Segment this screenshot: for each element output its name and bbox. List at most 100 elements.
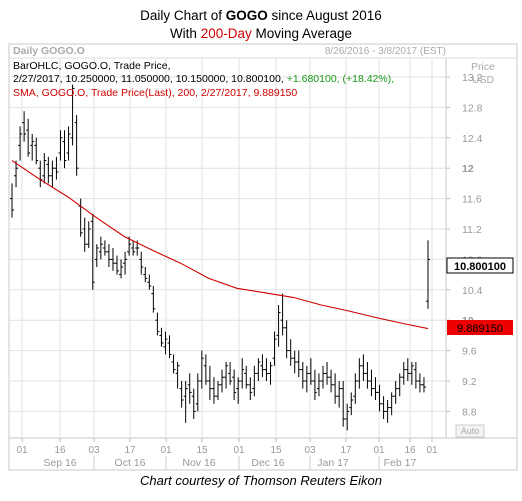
x-tick-label: 16: [54, 445, 66, 456]
x-tick-label: 01: [426, 445, 438, 456]
ohlc-bar: [187, 373, 192, 404]
ohlc-bar: [397, 373, 402, 397]
ohlc-bar: [268, 362, 273, 385]
ohlc-bar: [211, 377, 216, 404]
ohlc-bar: [365, 362, 370, 389]
ohlc-bar: [42, 153, 47, 184]
y-tick-label: 9.2: [462, 376, 477, 388]
y-tick-label: 9.6: [462, 346, 477, 358]
ohlc-bar: [361, 354, 366, 381]
ohlc-bar: [34, 137, 39, 165]
ohlc-bar: [349, 392, 354, 416]
ohlc-bar: [50, 160, 55, 188]
ohlc-legend-values: 2/27/2017, 10.250000, 11.050000, 10.1500…: [13, 73, 394, 85]
ohlc-bar: [191, 388, 196, 419]
ohlc-bar: [341, 381, 346, 427]
panel-frame: [8, 43, 518, 471]
ohlc-bar: [333, 373, 338, 404]
ohlc-bar: [264, 358, 269, 381]
ohlc-bar: [54, 156, 59, 180]
ohlc-bar: [357, 358, 362, 389]
y-tick-label: 11.6: [462, 194, 482, 206]
ohlc-bar: [353, 373, 358, 404]
last-price-tag: 10.800100: [446, 257, 514, 274]
ohlc-bar: [110, 248, 115, 271]
currency-label: USD: [472, 74, 495, 86]
ohlc-bar: [215, 381, 220, 400]
ohlc-bar: [131, 240, 136, 256]
x-tick-label: 17: [124, 445, 136, 456]
ohlc-bar: [272, 331, 277, 366]
ohlc-bar: [70, 84, 75, 146]
ohlc-bar: [373, 377, 378, 400]
ohlc-bar: [389, 392, 394, 416]
ohlc-bar: [393, 381, 398, 404]
footer-credit: Chart courtesy of Thomson Reuters Eikon: [140, 473, 382, 488]
ohlc-bar: [30, 134, 35, 161]
ohlc-bar: [228, 362, 233, 385]
x-tick-label: 01: [233, 445, 245, 456]
ohlc-bar: [320, 365, 325, 389]
ohlc-bar: [252, 365, 257, 397]
ohlc-bar: [90, 213, 95, 290]
ohlc-bar: [377, 384, 382, 412]
ohlc-bar: [300, 362, 305, 389]
ohlc-bar: [163, 331, 168, 355]
y-tick-label: 8.8: [462, 406, 477, 418]
ohlc-bar: [405, 358, 410, 381]
ohlc-bar: [94, 244, 99, 267]
ohlc-bar: [199, 350, 204, 389]
chart-title: Daily Chart of GOGO since August 2016: [140, 8, 382, 23]
ohlc-bar: [62, 130, 67, 169]
ohlc-bar: [325, 362, 330, 385]
ohlc-bar: [106, 244, 111, 267]
month-label: Feb 17: [384, 457, 417, 469]
ohlc-bar: [316, 373, 321, 397]
ohlc-bar: [119, 259, 124, 279]
sma-price-tag: 9.889150: [447, 320, 513, 335]
ohlc-bar: [284, 320, 289, 359]
svg-text:Auto: Auto: [461, 426, 480, 436]
y-tick-label: 13.2: [462, 72, 483, 84]
ohlc-bar: [409, 362, 414, 385]
x-tick-label: 03: [304, 445, 316, 456]
ohlc-bar: [345, 403, 350, 431]
x-tick-label: 17: [340, 445, 352, 456]
ohlc-bar: [296, 350, 301, 378]
ohlc-bar: [232, 369, 237, 400]
ohlc-bar: [66, 126, 71, 161]
ohlc-bar: [292, 350, 297, 374]
ohlc-bar: [86, 221, 91, 248]
ohlc-bar: [337, 381, 342, 408]
ohlc-legend: BarOHLC, GOGO.O, Trade Price,: [13, 60, 171, 72]
ohlc-bar: [413, 362, 418, 389]
ohlc-bar: [143, 267, 148, 283]
x-tick-label: 01: [160, 445, 172, 456]
ohlc-bar: [159, 327, 164, 347]
ohlc-bar: [18, 126, 23, 161]
ohlc-bar: [46, 156, 51, 184]
y-tick-label: 11.2: [462, 224, 482, 236]
panel-date-range: 8/26/2016 - 3/8/2017 (EST): [325, 46, 446, 57]
ohlc-bar: [175, 362, 180, 389]
ohlc-bar: [276, 305, 281, 347]
ohlc-bar: [147, 274, 152, 290]
ohlc-bar: [308, 358, 313, 385]
ohlc-bar: [329, 369, 334, 393]
gridlines: [9, 58, 446, 438]
ohlc-bar: [102, 240, 107, 256]
month-label: Nov 16: [182, 457, 215, 469]
x-tick-label: 01: [16, 445, 28, 456]
x-tick-label: 03: [88, 445, 100, 456]
ohlc-bar: [82, 217, 87, 252]
ohlc-bar: [417, 373, 422, 393]
ohlc-bar: [207, 365, 212, 400]
ohlc-bar: [139, 251, 144, 275]
ohlc-bar: [179, 381, 184, 408]
y-tick-label: 12: [462, 163, 474, 175]
auto-scale-button[interactable]: Auto: [455, 424, 485, 438]
ohlc-bar: [123, 251, 128, 275]
y-tick-label: 12.8: [462, 102, 483, 114]
ohlc-bar: [240, 358, 245, 389]
x-tick-label: 15: [196, 445, 208, 456]
